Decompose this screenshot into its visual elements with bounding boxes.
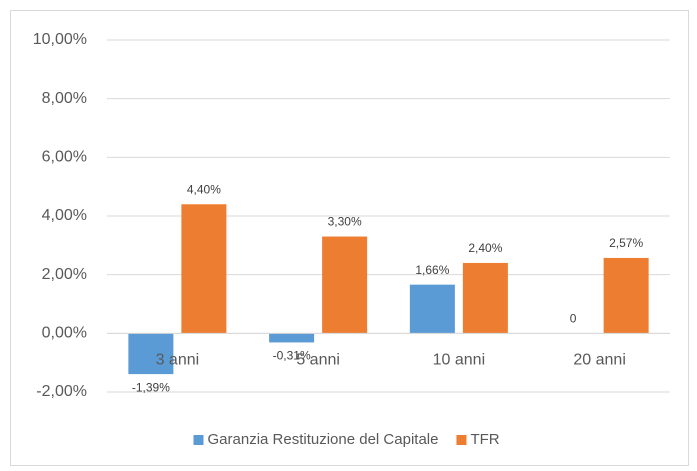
y-tick-label: 10,00% — [33, 31, 87, 48]
value-label: 2,40% — [468, 241, 502, 255]
value-label: 3,30% — [328, 215, 362, 229]
legend-swatch — [193, 435, 204, 445]
bar — [128, 333, 174, 375]
legend-swatch — [456, 435, 467, 445]
bar — [409, 284, 455, 334]
bar — [181, 204, 227, 334]
bar — [269, 333, 315, 343]
value-label: -1,39% — [132, 380, 170, 394]
bar — [462, 262, 508, 334]
y-tick-label: 4,00% — [42, 207, 87, 224]
y-tick-label: 2,00% — [42, 266, 87, 283]
legend-label: TFR — [470, 431, 499, 448]
value-label: 0 — [570, 312, 577, 326]
y-tick-label: 0,00% — [42, 325, 87, 342]
bar — [322, 236, 368, 334]
value-label: 4,40% — [187, 182, 221, 196]
y-tick-label: -2,00% — [36, 383, 87, 400]
bar — [603, 257, 649, 334]
legend-label: Garanzia Restituzione del Capitale — [208, 431, 439, 448]
x-tick-label: 5 anni — [296, 352, 340, 369]
value-label: 2,57% — [609, 236, 643, 250]
x-tick-label: 10 anni — [433, 352, 486, 369]
value-label: -0,31% — [273, 349, 311, 363]
x-tick-label: 20 anni — [573, 352, 626, 369]
value-label: 1,66% — [415, 263, 449, 277]
y-tick-label: 8,00% — [42, 90, 87, 107]
y-tick-label: 6,00% — [42, 149, 87, 166]
x-tick-label: 3 anni — [156, 352, 200, 369]
